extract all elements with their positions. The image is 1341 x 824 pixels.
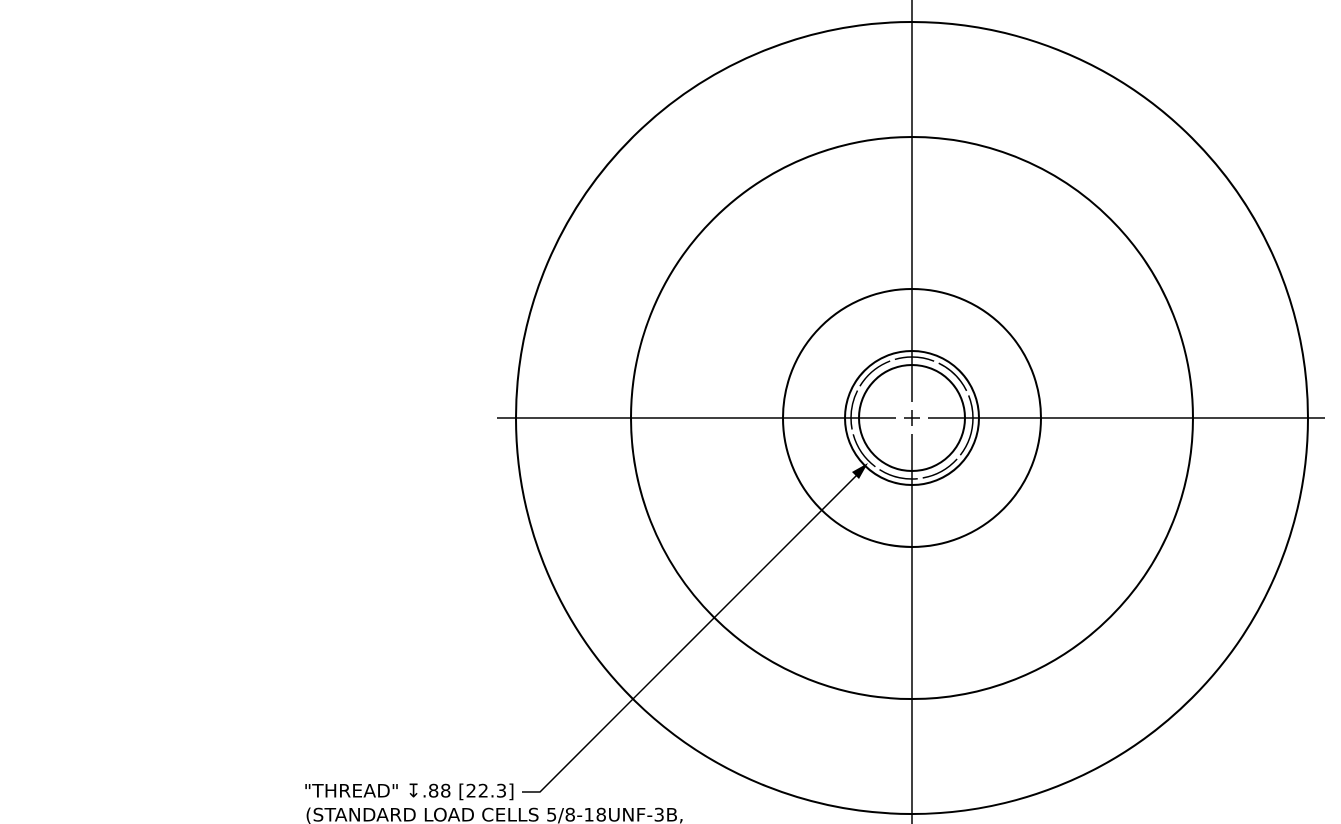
centerline-gap bbox=[896, 416, 904, 420]
thread-major-circle bbox=[844, 350, 980, 486]
boss-circle bbox=[782, 288, 1042, 548]
centerline-gap bbox=[910, 426, 914, 434]
centerline-gap bbox=[920, 416, 928, 420]
thread-hidden-circle bbox=[850, 356, 974, 480]
middle-circle bbox=[630, 136, 1194, 700]
callout-line: (STANDARD LOAD CELLS 5/8-18UNF-3B, bbox=[305, 805, 684, 824]
centerline-gap bbox=[910, 402, 914, 410]
callout-line: "THREAD" ↧.88 [22.3] bbox=[303, 781, 515, 803]
outer-circle bbox=[515, 21, 1309, 815]
leader-line bbox=[522, 471, 861, 793]
thread-minor-circle bbox=[858, 364, 966, 472]
leader-arrow bbox=[852, 463, 868, 479]
